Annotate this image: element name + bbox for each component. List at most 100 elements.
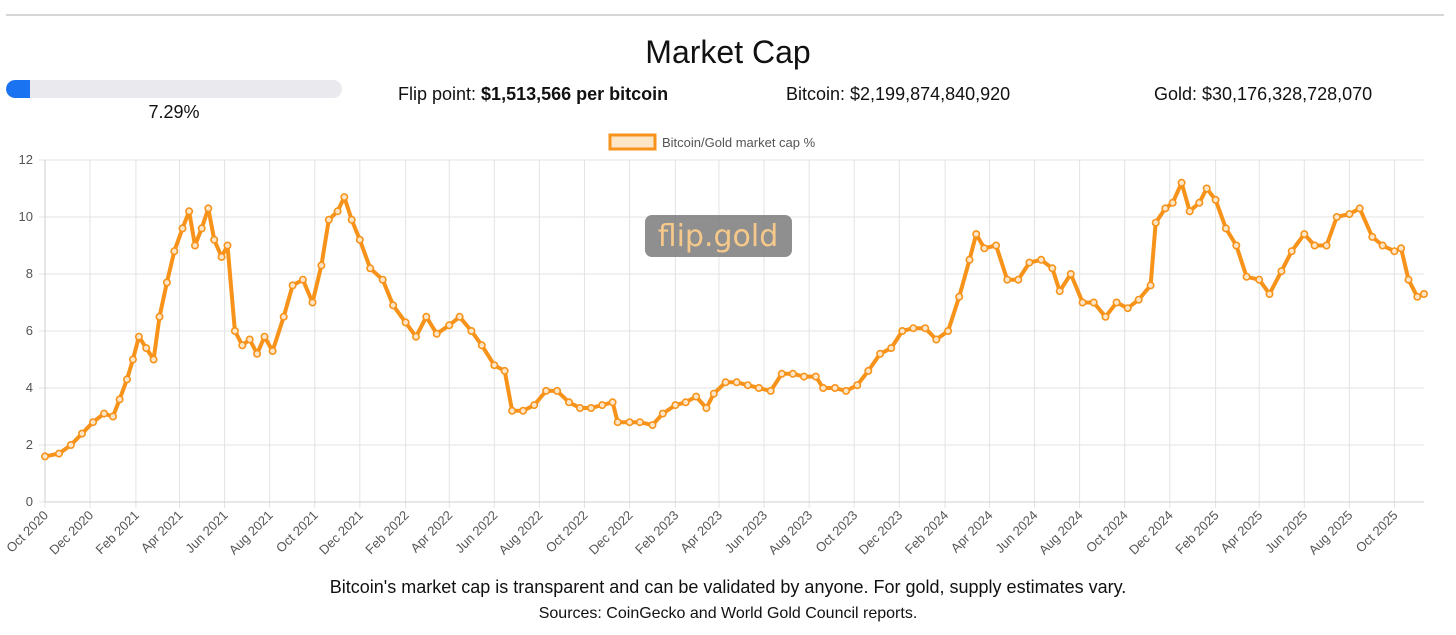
x-tick-label: Feb 2024 [902, 508, 951, 557]
data-point [692, 392, 701, 401]
data-point [909, 324, 918, 333]
data-point [1397, 244, 1406, 253]
data-point [830, 384, 839, 393]
y-tick-label: 2 [26, 437, 33, 452]
x-tick-label: Oct 2021 [273, 508, 321, 556]
data-point [1195, 198, 1204, 207]
data-point [702, 403, 711, 412]
y-tick-label: 6 [26, 323, 33, 338]
data-point [1048, 264, 1057, 273]
x-tick-label: Oct 2024 [1083, 508, 1131, 556]
data-point [1413, 292, 1422, 301]
data-point [1078, 298, 1087, 307]
page-title: Market Cap [645, 34, 811, 70]
data-point [564, 398, 573, 407]
data-point [1332, 213, 1341, 222]
data-point [100, 409, 109, 418]
data-point [340, 193, 349, 202]
data-point [932, 335, 941, 344]
data-point [170, 247, 179, 256]
x-tick-label: Jun 2022 [452, 508, 500, 556]
data-point [1025, 258, 1034, 267]
data-point [155, 312, 164, 321]
data-point [1177, 178, 1186, 187]
data-point [598, 401, 607, 410]
data-point [743, 381, 752, 390]
data-point [658, 409, 667, 418]
data-point [162, 278, 171, 287]
data-point [54, 449, 63, 458]
data-point [1112, 298, 1121, 307]
data-point [1242, 272, 1251, 281]
data-point [972, 230, 981, 239]
data-point [347, 215, 356, 224]
data-point [681, 398, 690, 407]
data-point [389, 301, 398, 310]
data-point [635, 418, 644, 427]
y-tick-label: 10 [19, 209, 33, 224]
x-tick-label: Jun 2021 [182, 508, 230, 556]
transparency-note: Bitcoin's market cap is transparent and … [329, 577, 1127, 597]
data-point [1404, 275, 1413, 284]
data-point [853, 381, 862, 390]
data-point [542, 386, 551, 395]
data-point [89, 418, 98, 427]
data-point [1420, 290, 1429, 299]
series-points [40, 178, 1429, 461]
data-point [955, 292, 964, 301]
x-tick-label: Apr 2024 [948, 508, 996, 556]
data-point [1378, 241, 1387, 250]
data-point [1168, 198, 1177, 207]
data-point [78, 429, 87, 438]
y-tick-label: 12 [19, 152, 33, 167]
x-tick-label: Aug 2025 [1306, 508, 1356, 558]
y-tick-label: 0 [26, 494, 33, 509]
data-point [1221, 224, 1230, 233]
data-point [1151, 218, 1160, 227]
data-point [355, 235, 364, 244]
data-point [210, 235, 219, 244]
data-point [279, 312, 288, 321]
data-point [1355, 204, 1364, 213]
data-point [1255, 275, 1264, 284]
data-point [921, 324, 930, 333]
x-tick-label: Feb 2022 [362, 508, 411, 557]
x-tick-label: Feb 2023 [632, 508, 681, 557]
progress-fill [6, 80, 31, 98]
data-point [965, 255, 974, 264]
y-tick-label: 8 [26, 266, 33, 281]
flip-point-stat: Flip point: $1,513,566 per bitcoin [398, 84, 668, 105]
data-point [66, 440, 75, 449]
data-point [490, 361, 499, 370]
data-point [1037, 255, 1046, 264]
x-tick-label: Apr 2025 [1217, 508, 1265, 556]
data-point [648, 421, 657, 430]
data-point [1265, 290, 1274, 299]
data-point [1277, 267, 1286, 276]
x-tick-label: Feb 2025 [1172, 508, 1221, 557]
data-point [1089, 298, 1098, 307]
data-point [864, 366, 873, 375]
data-point [298, 275, 307, 284]
data-point [1161, 204, 1170, 213]
data-point [1368, 232, 1377, 241]
data-point [1055, 287, 1064, 296]
watermark-label: flip.gold [658, 219, 779, 254]
x-tick-label: Dec 2020 [46, 508, 96, 558]
data-point [842, 386, 851, 395]
data-point [317, 261, 326, 270]
data-point [115, 395, 124, 404]
data-point [1202, 184, 1211, 193]
data-point [333, 207, 342, 216]
top-divider [6, 14, 1444, 16]
data-point [799, 372, 808, 381]
gold-market-cap-stat: Gold: $30,176,328,728,070 [1154, 84, 1373, 104]
data-point [197, 224, 206, 233]
data-point [898, 327, 907, 336]
data-point [500, 366, 509, 375]
data-point [1322, 241, 1331, 250]
data-point [754, 384, 763, 393]
data-point [1123, 304, 1132, 313]
legend-label: Bitcoin/Gold market cap % [662, 135, 816, 150]
